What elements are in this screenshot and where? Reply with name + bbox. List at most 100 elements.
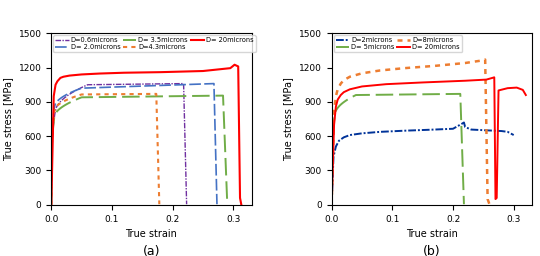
D=2microns (486, 129, 492, 132)
D= 5microns (329, 137, 336, 140)
D=0.6microns (50, 121, 57, 124)
D= 5microns (336, 105, 342, 108)
D= 2.0microns (53, 101, 59, 104)
D= 20microns (492, 198, 499, 201)
D= 20microns (333, 105, 339, 108)
D= 3.5microns (53, 111, 59, 114)
D= 20microns (514, 86, 520, 89)
D= 2.0microns (164, 84, 171, 87)
D=4.3microns (70, 96, 77, 99)
Line: D= 3.5microns: D= 3.5microns (51, 95, 227, 205)
D= 5microns (457, 92, 463, 95)
D= 2.0microns (50, 122, 56, 125)
D= 20microns (338, 93, 344, 97)
D=0.6microns (68, 92, 75, 95)
D= 3.5microns (76, 97, 82, 100)
D=2microns (330, 155, 337, 158)
D=0.6microns (184, 203, 190, 206)
D= 5microns (329, 144, 335, 147)
D=8microns (486, 203, 492, 206)
D= 2.0microns (214, 203, 220, 206)
D=0.6microns (161, 82, 167, 85)
D=8microns (482, 58, 488, 61)
Legend: D=2microns, D= 5microns, D=8microns, D= 20microns: D=2microns, D= 5microns, D=8microns, D= … (334, 35, 462, 52)
D=8microns (328, 203, 335, 206)
D= 20microns (57, 76, 64, 79)
D= 3.5microns (48, 203, 55, 206)
D=8microns (333, 95, 339, 98)
D=2microns (504, 130, 511, 133)
D=8microns (347, 75, 353, 78)
D=8microns (359, 72, 365, 75)
D=4.3microns (142, 92, 149, 95)
D=0.6microns (65, 94, 71, 97)
D= 5microns (328, 203, 335, 206)
D= 20microns (78, 73, 85, 76)
D=8microns (431, 64, 438, 67)
Y-axis label: True stress [MPa]: True stress [MPa] (3, 77, 13, 161)
D=0.6microns (48, 203, 55, 206)
D= 3.5microns (170, 95, 177, 98)
D=8microns (477, 59, 483, 62)
D= 5microns (461, 203, 467, 206)
D= 2.0microns (57, 97, 63, 100)
D= 20microns (238, 203, 245, 206)
D= 2.0microns (48, 203, 55, 206)
Line: D= 20microns: D= 20microns (332, 77, 526, 205)
D=2microns (341, 136, 347, 139)
Line: D= 2.0microns: D= 2.0microns (51, 84, 217, 205)
X-axis label: True strain: True strain (406, 229, 458, 239)
D= 20microns (489, 76, 496, 79)
D=8microns (462, 61, 468, 65)
D= 3.5microns (57, 107, 63, 110)
D= 20microns (54, 80, 60, 83)
Title: (a): (a) (143, 245, 160, 256)
D=4.3microns (90, 93, 96, 96)
D=2microns (461, 121, 467, 124)
D= 5microns (374, 93, 380, 96)
D=8microns (334, 88, 341, 91)
Line: D=4.3microns: D=4.3microns (51, 94, 159, 205)
D=2microns (359, 132, 365, 135)
D=2microns (468, 128, 475, 131)
D= 20microns (235, 65, 241, 68)
X-axis label: True strain: True strain (125, 229, 177, 239)
D=4.3microns (62, 99, 69, 102)
D= 20microns (200, 69, 206, 72)
D= 20microns (359, 85, 365, 88)
D=4.3microns (153, 92, 159, 95)
D=2microns (462, 125, 468, 129)
D=4.3microns (156, 203, 163, 206)
D= 20microns (50, 95, 57, 98)
D=2microns (328, 203, 335, 206)
D= 20microns (237, 196, 243, 199)
D=8microns (331, 110, 338, 113)
D=2microns (377, 130, 383, 133)
D= 20microns (504, 87, 511, 90)
D= 3.5microns (69, 100, 76, 103)
Line: D= 5microns: D= 5microns (332, 94, 464, 205)
D= 20microns (420, 81, 426, 84)
D= 20microns (334, 98, 341, 101)
D=8microns (377, 69, 383, 72)
D= 20microns (495, 89, 502, 92)
D= 20microns (383, 83, 389, 86)
D= 20microns (523, 93, 529, 97)
D=2microns (333, 145, 339, 148)
D= 20microns (494, 196, 500, 199)
D= 5microns (343, 99, 350, 102)
D= 20microns (328, 203, 335, 206)
Line: D=0.6microns: D=0.6microns (51, 84, 187, 205)
Title: (b): (b) (423, 245, 441, 256)
D= 20microns (66, 74, 73, 77)
D=2microns (336, 139, 342, 142)
D= 20microns (48, 203, 55, 206)
D=4.3microns (49, 129, 56, 132)
D= 2.0microns (211, 82, 217, 85)
D=2microns (498, 130, 505, 133)
D= 20microns (231, 63, 238, 66)
D=2microns (426, 128, 432, 131)
D= 20microns (519, 88, 526, 91)
D=2microns (459, 122, 465, 125)
D=2microns (510, 134, 517, 137)
